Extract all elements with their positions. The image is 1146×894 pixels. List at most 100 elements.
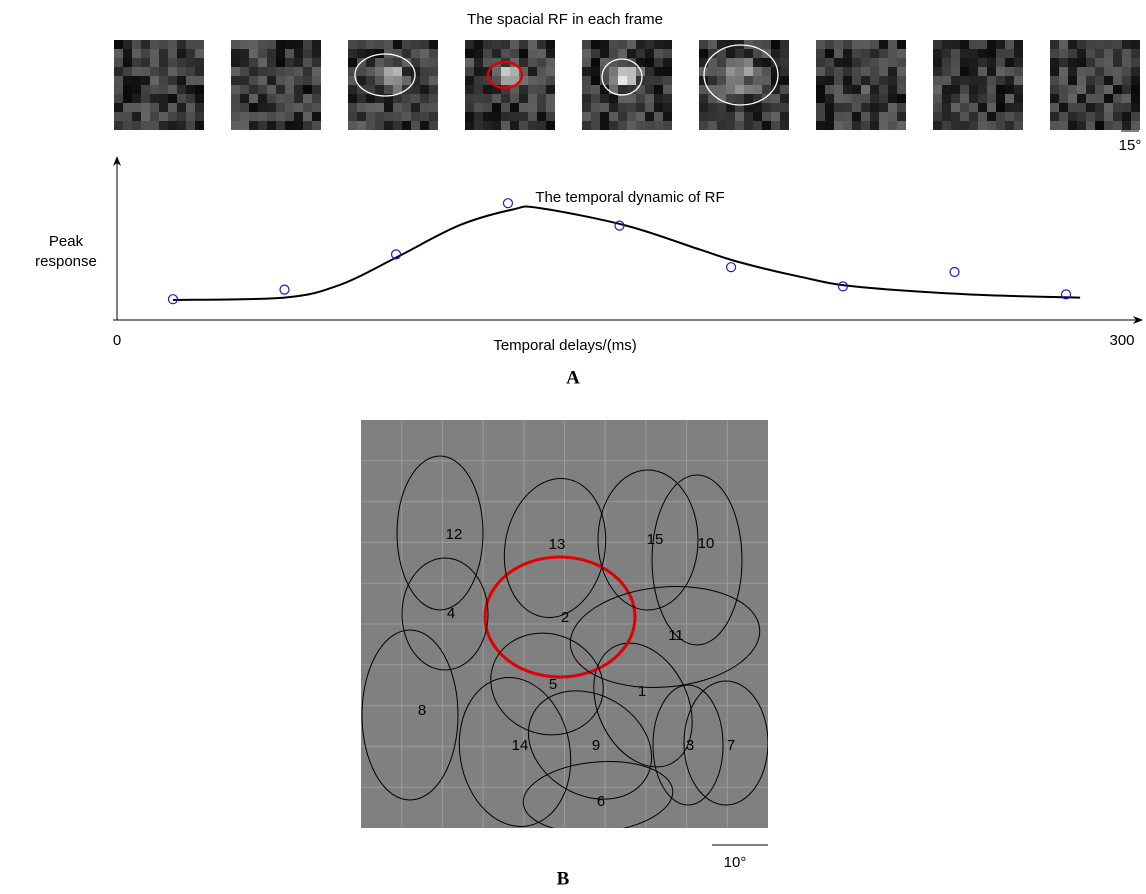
pixel	[1005, 67, 1014, 76]
pixel	[150, 40, 159, 49]
pixel	[942, 121, 951, 130]
pixel	[285, 85, 294, 94]
pixel	[402, 103, 411, 112]
pixel	[537, 103, 546, 112]
pixel	[141, 121, 150, 130]
pixel	[762, 40, 771, 49]
pixel	[258, 76, 267, 85]
pixel	[591, 58, 600, 67]
pixel	[933, 49, 942, 58]
pixel	[402, 40, 411, 49]
pixel	[960, 121, 969, 130]
pixel	[969, 112, 978, 121]
pixel	[753, 49, 762, 58]
pixel	[1077, 40, 1086, 49]
pixel	[987, 67, 996, 76]
pixel	[186, 85, 195, 94]
pixel	[114, 121, 123, 130]
pixel	[177, 76, 186, 85]
pixel	[483, 112, 492, 121]
pixel	[645, 49, 654, 58]
pixel	[177, 58, 186, 67]
pixel	[753, 58, 762, 67]
pixel	[1113, 67, 1122, 76]
pixel	[780, 58, 789, 67]
pixel	[1014, 85, 1023, 94]
pixel	[636, 103, 645, 112]
pixel	[645, 67, 654, 76]
pixel	[357, 40, 366, 49]
pixel	[834, 121, 843, 130]
pixel	[510, 112, 519, 121]
pixel	[951, 94, 960, 103]
pixel	[501, 49, 510, 58]
pixel	[267, 94, 276, 103]
pixel	[357, 121, 366, 130]
pixel	[1077, 76, 1086, 85]
pixel	[663, 67, 672, 76]
pixel	[420, 58, 429, 67]
pixel	[303, 58, 312, 67]
pixel	[240, 85, 249, 94]
pixel	[546, 103, 555, 112]
pixel	[897, 121, 906, 130]
pixel	[708, 76, 717, 85]
pixel	[1086, 112, 1095, 121]
pixel	[753, 67, 762, 76]
pixel	[411, 103, 420, 112]
pixel	[843, 40, 852, 49]
pixel	[366, 121, 375, 130]
pixel	[1077, 94, 1086, 103]
pixel	[1068, 49, 1077, 58]
pixel	[1122, 94, 1131, 103]
pixel	[771, 112, 780, 121]
pixel	[987, 49, 996, 58]
pixel	[267, 121, 276, 130]
pixel	[483, 121, 492, 130]
pixel	[870, 85, 879, 94]
pixel	[1050, 103, 1059, 112]
pixel	[159, 40, 168, 49]
pixel	[375, 40, 384, 49]
pixel	[654, 103, 663, 112]
pixel	[897, 49, 906, 58]
pixel	[285, 76, 294, 85]
pixel	[744, 76, 753, 85]
data-point	[950, 268, 959, 277]
pixel	[987, 76, 996, 85]
pixel	[546, 121, 555, 130]
pixel	[1086, 85, 1095, 94]
pixel	[726, 85, 735, 94]
pixel	[510, 67, 519, 76]
pixel	[582, 94, 591, 103]
pixel	[465, 49, 474, 58]
pixel	[699, 112, 708, 121]
pixel	[114, 49, 123, 58]
pixel	[888, 58, 897, 67]
pixel	[474, 58, 483, 67]
pixel	[636, 40, 645, 49]
field-label: 14	[512, 737, 529, 754]
pixel	[285, 58, 294, 67]
pixel	[816, 94, 825, 103]
pixel	[987, 103, 996, 112]
pixel	[141, 58, 150, 67]
pixel	[951, 103, 960, 112]
pixel	[1113, 121, 1122, 130]
pixel	[168, 85, 177, 94]
pixel	[168, 112, 177, 121]
pixel	[114, 58, 123, 67]
pixel	[168, 49, 177, 58]
pixel	[186, 121, 195, 130]
pixel	[708, 112, 717, 121]
pixel	[132, 94, 141, 103]
pixel	[357, 94, 366, 103]
pixel	[393, 67, 402, 76]
pixel	[546, 58, 555, 67]
pixel	[582, 85, 591, 94]
pixel	[474, 40, 483, 49]
pixel	[1122, 58, 1131, 67]
pixel	[834, 94, 843, 103]
pixel	[600, 49, 609, 58]
pixel	[726, 76, 735, 85]
